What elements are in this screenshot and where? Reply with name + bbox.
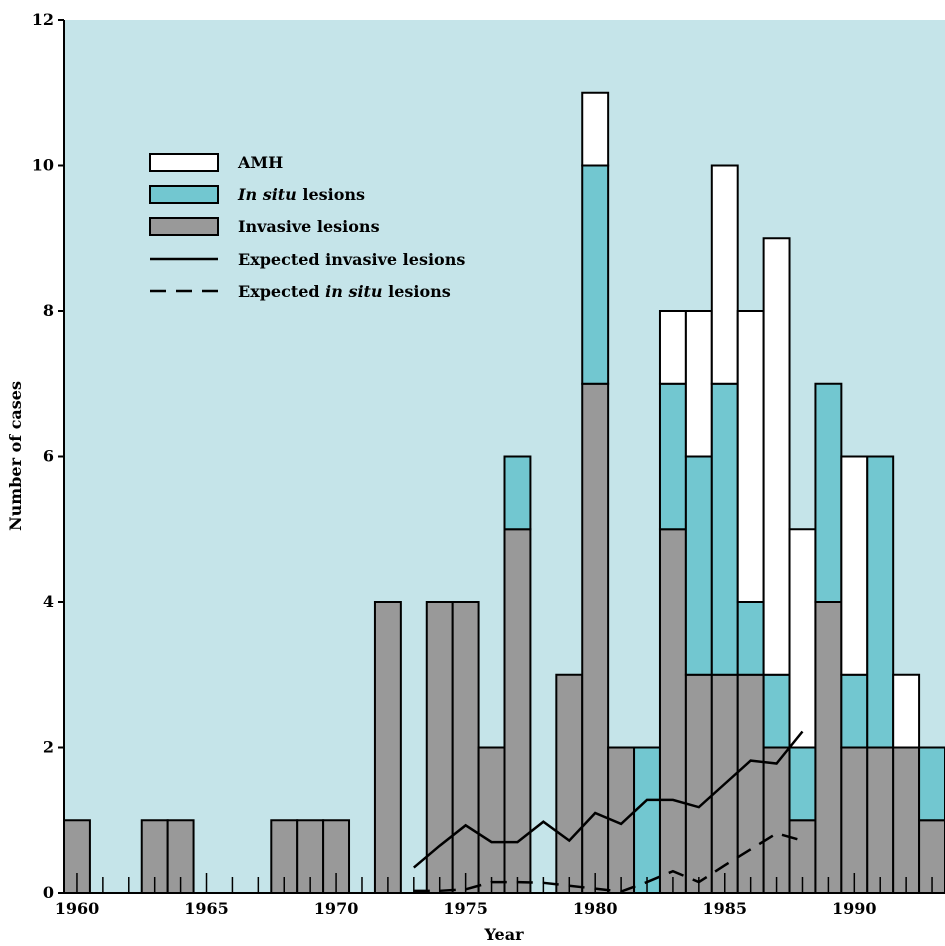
legend-label-amh: AMH	[237, 153, 283, 172]
bar-in_situ-1988	[788, 746, 817, 822]
bar-invasive-1987	[762, 746, 791, 894]
bar-amh-1986	[736, 310, 765, 603]
bars-group	[63, 91, 945, 894]
x-axis-title: Year	[483, 925, 524, 944]
x-tick-label-1980: 1980	[573, 899, 618, 918]
bar-in_situ-1989	[814, 382, 843, 603]
legend-label-expected_in_situ: Expected in situ lesions	[238, 282, 451, 301]
bar-in_situ-1987	[762, 673, 791, 749]
y-tick-label-2: 2	[43, 738, 54, 757]
bar-in_situ-1984	[684, 455, 713, 676]
bar-invasive-1983	[658, 528, 687, 894]
bar-in_situ-1985	[710, 382, 739, 676]
y-axis-title: Number of cases	[6, 381, 25, 531]
legend-swatch-in_situ	[149, 185, 219, 204]
bar-amh-1992	[892, 673, 921, 749]
bar-invasive-1991	[866, 746, 895, 894]
bar-in_situ-1991	[866, 455, 895, 749]
line-expected_in_situ	[413, 831, 803, 893]
bar-amh-1990	[840, 455, 869, 676]
x-tick-label-1960: 1960	[55, 899, 100, 918]
bar-invasive-1992	[892, 746, 921, 894]
bar-in_situ-1982	[633, 746, 661, 894]
bar-amh-1988	[788, 528, 817, 749]
legend-label-expected_invasive: Expected invasive lesions	[238, 250, 465, 269]
x-tick-label-1965: 1965	[184, 899, 229, 918]
bar-in_situ-1993	[918, 746, 945, 822]
bar-amh-1984	[684, 310, 713, 458]
bar-invasive-1990	[840, 746, 869, 894]
lines-group	[413, 730, 804, 893]
y-tick-label-12: 12	[32, 10, 54, 29]
x-ticks-group: 1960 1965 1970 1975 1980 1985 1990	[55, 873, 933, 918]
bar-in_situ-1977	[503, 455, 532, 531]
bar-amh-1983	[658, 310, 687, 385]
x-tick-label-1990: 1990	[832, 899, 877, 918]
x-tick-label-1985: 1985	[702, 899, 747, 918]
bar-invasive-1975	[451, 601, 480, 894]
bar-invasive-1977	[503, 528, 532, 894]
bar-invasive-1974	[425, 601, 454, 894]
x-tick-label-1975: 1975	[443, 899, 488, 918]
y-tick-label-6: 6	[43, 447, 54, 466]
legend-label-invasive: Invasive lesions	[238, 217, 380, 236]
legend-swatch-invasive	[149, 217, 219, 236]
bar-invasive-1972	[373, 601, 402, 894]
y-ticks-group: 0 2 4 6 8 10 12	[32, 10, 64, 902]
y-tick-label-0: 0	[43, 883, 54, 902]
bar-amh-1985	[710, 164, 739, 385]
bar-in_situ-1980	[581, 164, 610, 385]
bar-invasive-1989	[814, 601, 843, 894]
bar-in_situ-1983	[658, 382, 687, 531]
bar-in_situ-1990	[840, 673, 869, 749]
bar-invasive-1986	[736, 673, 765, 894]
legend-swatch-amh	[149, 153, 219, 172]
y-tick-label-4: 4	[43, 592, 54, 611]
legend: AMH In situ lesions Invasive lesions Expect…	[149, 153, 465, 301]
bar-in_situ-1986	[736, 601, 765, 676]
y-tick-label-10: 10	[32, 156, 54, 175]
bar-amh-1980	[581, 91, 610, 167]
bar-invasive-1979	[555, 673, 584, 894]
line-expected_invasive	[413, 730, 804, 869]
bar-invasive-1976	[477, 746, 506, 894]
bar-amh-1987	[762, 237, 791, 676]
y-tick-label-8: 8	[43, 301, 54, 320]
legend-label-in_situ: In situ lesions	[237, 185, 365, 204]
bar-invasive-1984	[684, 673, 713, 894]
x-tick-label-1970: 1970	[314, 899, 359, 918]
